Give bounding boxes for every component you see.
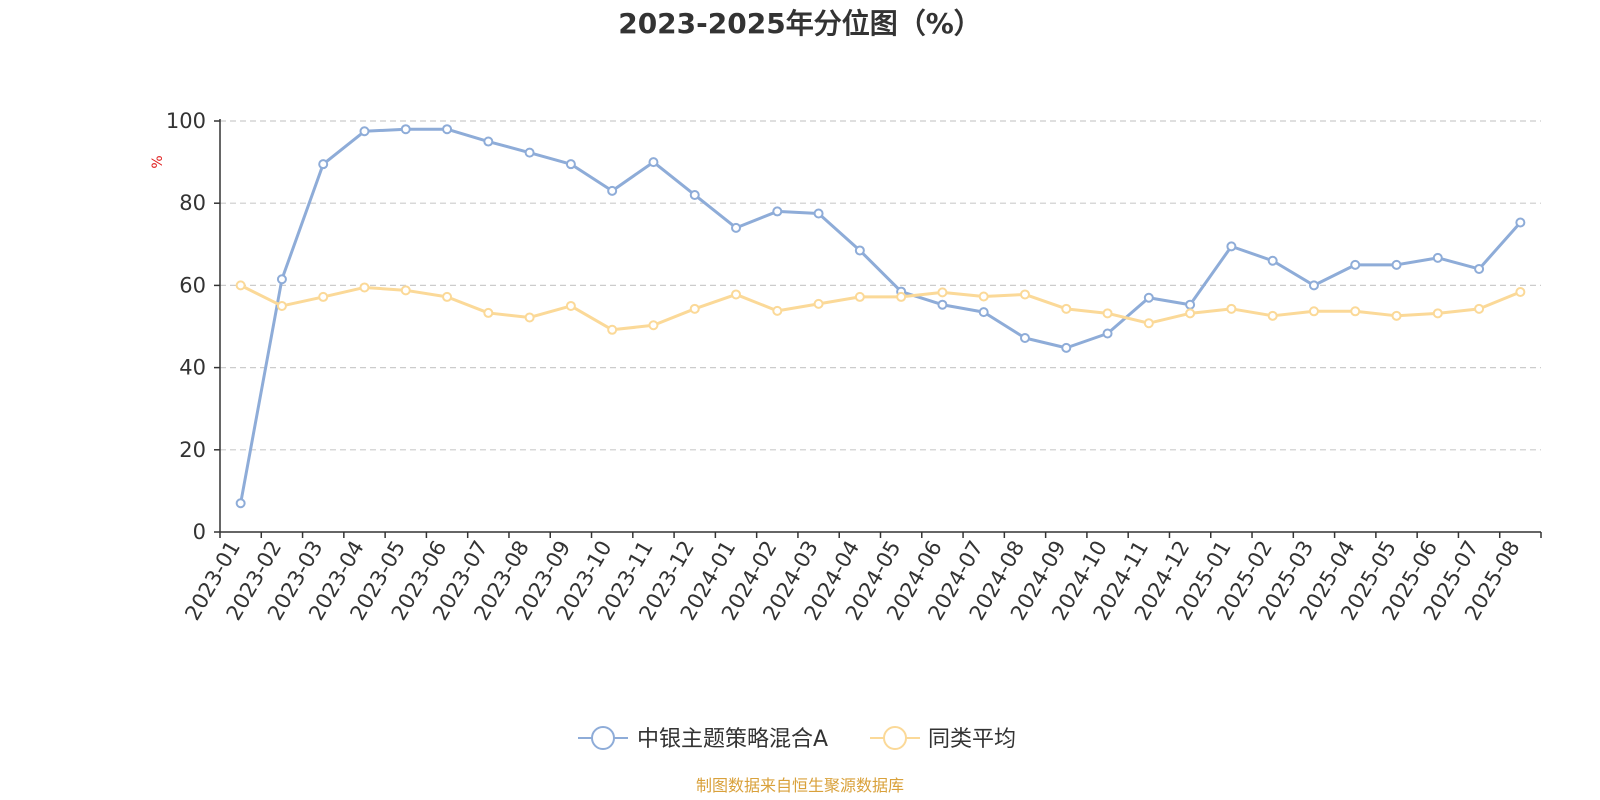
y-tick-label: 80 — [179, 191, 206, 215]
data-point — [1267, 310, 1278, 321]
data-point — [1391, 310, 1402, 321]
data-point — [978, 291, 989, 302]
data-point — [400, 285, 411, 296]
data-point — [276, 300, 287, 311]
legend-marker — [883, 726, 907, 750]
legend-item: 同类平均 — [870, 726, 1016, 752]
data-point — [731, 222, 742, 233]
data-point — [772, 206, 783, 217]
data-point — [1185, 299, 1196, 310]
data-point — [524, 312, 535, 323]
data-point — [1350, 306, 1361, 317]
legend: 中银主题策略混合A 同类平均 — [578, 726, 1016, 752]
legend-marker — [591, 726, 615, 750]
series-line — [239, 127, 1522, 505]
data-point — [1267, 255, 1278, 266]
data-point — [1226, 303, 1237, 314]
legend-item: 中银主题策略混合A — [578, 726, 828, 752]
data-point — [607, 324, 618, 335]
data-point — [1185, 308, 1196, 319]
series-group — [235, 280, 1526, 335]
data-point — [731, 289, 742, 300]
data-point — [1102, 308, 1113, 319]
data-point — [442, 124, 453, 135]
data-point — [1143, 318, 1154, 329]
grid-lines — [220, 120, 1541, 451]
data-point — [359, 126, 370, 137]
data-point — [442, 291, 453, 302]
data-point — [937, 299, 948, 310]
data-point — [276, 274, 287, 285]
data-point — [524, 147, 535, 158]
axes — [214, 119, 1542, 538]
legend-label: 中银主题策略混合A — [637, 727, 828, 752]
data-point — [813, 208, 824, 219]
data-point — [1102, 328, 1113, 339]
source-note: 制图数据来自恒生聚源数据库 — [696, 776, 904, 795]
data-point — [565, 300, 576, 311]
y-tick-label: 100 — [166, 109, 206, 133]
data-point — [1474, 303, 1485, 314]
data-point — [1515, 217, 1526, 228]
data-point — [1019, 289, 1030, 300]
data-point — [1308, 280, 1319, 291]
y-tick-label: 60 — [179, 273, 206, 297]
data-point — [483, 307, 494, 318]
data-point — [896, 291, 907, 302]
data-point — [1019, 333, 1030, 344]
data-point — [689, 189, 700, 200]
data-point — [318, 159, 329, 170]
chart-title: 2023-2025年分位图（%） — [618, 7, 982, 40]
data-point — [648, 157, 659, 168]
data-point — [318, 291, 329, 302]
data-point — [565, 159, 576, 170]
data-point — [978, 307, 989, 318]
data-point — [235, 280, 246, 291]
x-tick-labels: 2023-012023-022023-032023-042023-052023-… — [180, 537, 1524, 625]
data-point — [1226, 241, 1237, 252]
data-point — [854, 291, 865, 302]
data-point — [689, 303, 700, 314]
series-line — [239, 283, 1522, 332]
y-tick-labels: 0 20 40 60 80 100 — [166, 109, 206, 544]
series-group — [235, 124, 1526, 509]
data-point — [772, 305, 783, 316]
y-tick-label: 0 — [193, 520, 206, 544]
data-point — [1432, 252, 1443, 263]
data-point — [400, 124, 411, 135]
data-point — [648, 320, 659, 331]
data-point — [854, 245, 865, 256]
data-point — [607, 185, 618, 196]
data-point — [1474, 263, 1485, 274]
data-point — [359, 282, 370, 293]
data-point — [483, 136, 494, 147]
data-point — [1061, 303, 1072, 314]
y-axis-unit: % — [150, 155, 166, 168]
y-tick-label: 20 — [179, 438, 206, 462]
data-point — [1432, 308, 1443, 319]
data-point — [937, 287, 948, 298]
data-point — [1308, 306, 1319, 317]
series — [235, 124, 1526, 509]
data-point — [1061, 342, 1072, 353]
data-point — [235, 498, 246, 509]
data-point — [813, 298, 824, 309]
y-tick-label: 40 — [179, 356, 206, 380]
data-point — [1515, 286, 1526, 297]
legend-label: 同类平均 — [928, 727, 1016, 752]
data-point — [1391, 259, 1402, 270]
data-point — [1143, 292, 1154, 303]
data-point — [1350, 259, 1361, 270]
